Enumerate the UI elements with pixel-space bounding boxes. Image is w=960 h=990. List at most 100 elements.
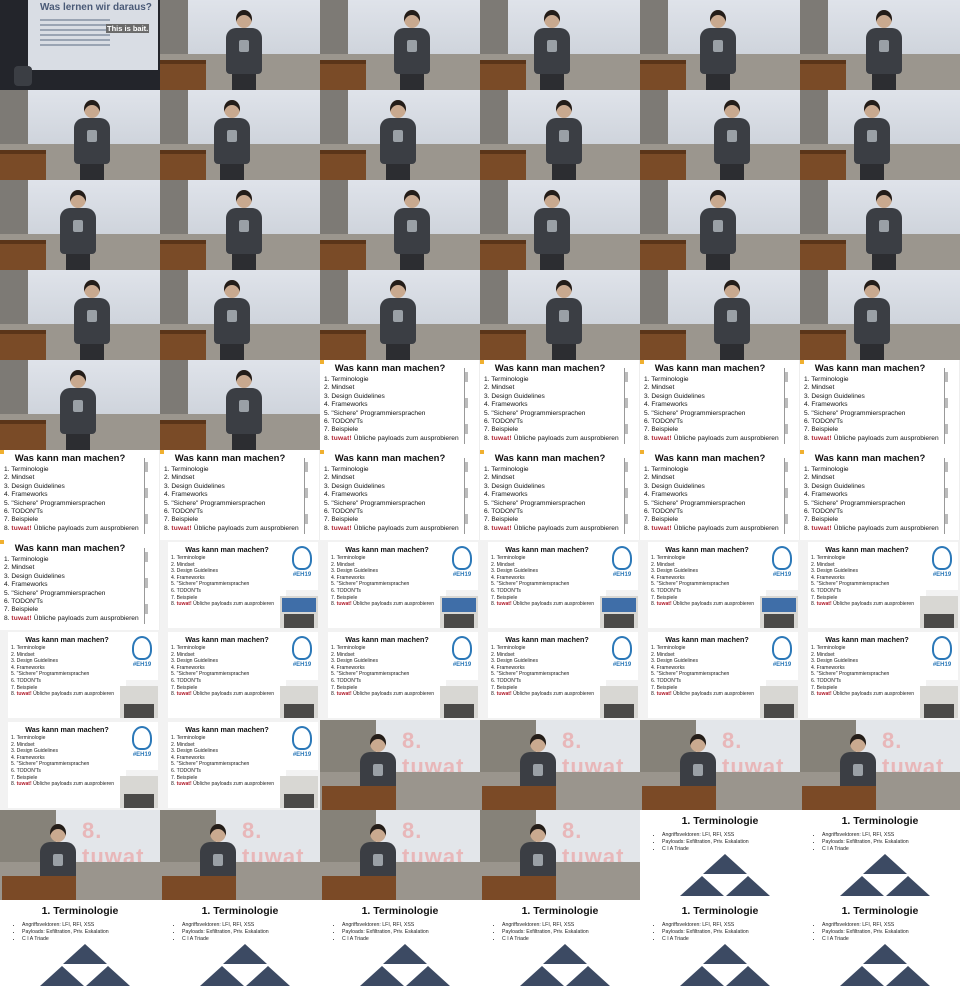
frame-thumbnail-slide: Was kann man machen? 1. Terminologie 2. Mi…: [480, 360, 640, 450]
agenda-last-text: Übliche payloads zum ausprobieren: [511, 691, 595, 698]
sidebar-marker: [145, 604, 148, 614]
speaker-head: [390, 280, 406, 298]
agenda-item: 3. Design Guidelines: [324, 392, 385, 400]
frame-thumbnail-stage: [160, 360, 320, 450]
slide-corner-mark: [640, 450, 644, 454]
agenda-item: 2. Mindset: [491, 561, 515, 568]
speaker-head: [556, 280, 572, 298]
triangle-part: [543, 966, 587, 986]
frame-thumbnail-term: 1. Terminologie Angriffsvektoren: LFI, RF…: [160, 900, 320, 990]
agenda-item: 5. "Sichere" Programmiersprachen: [651, 581, 730, 588]
frame-thumbnail-stage: [0, 360, 160, 450]
tuwat-logo-text: tuwat!: [811, 434, 832, 442]
agenda-item: 6. TODON'Ts: [11, 677, 41, 684]
frame-thumbnail-stream: Was kann man machen? 1. Terminologie 2. Mi…: [320, 630, 480, 720]
agenda-slide-title: Was kann man machen?: [174, 453, 286, 464]
tuwat-logo-text: tuwat!: [811, 524, 832, 532]
agenda-last-text: Übliche payloads zum ausprobieren: [351, 524, 459, 532]
speaker-figure: [224, 10, 264, 90]
terminologie-bullet: Angriffsvektoren: LFI, RFI, XSS: [342, 922, 429, 929]
cia-triangle-diagram: [840, 854, 930, 898]
agenda-last-number: 8.: [484, 434, 492, 442]
agenda-list: 1. Terminologie 2. Mindset 3. Design Guide…: [4, 556, 154, 623]
lectern: [800, 240, 846, 270]
terminologie-bullets: Angriffsvektoren: LFI, RFI, XSSPayloads:…: [14, 922, 109, 943]
agenda-slide-title: Was kann man machen?: [654, 363, 766, 374]
cia-triangle-diagram: [200, 944, 290, 988]
speaker-legs: [540, 254, 564, 270]
agenda-item: 4. Frameworks: [11, 754, 45, 761]
cia-triangle-diagram: [680, 944, 770, 988]
agenda-item: 6. TODON'Ts: [644, 418, 683, 426]
agenda-last-number: 8.: [171, 781, 177, 788]
agenda-last-text: Übliche payloads zum ausprobieren: [831, 524, 939, 532]
speaker-head: [864, 280, 880, 298]
agenda-list: 1. Terminologie 2. Mindset 3. Design Guide…: [804, 376, 954, 443]
agenda-item: 3. Design Guidelines: [11, 658, 59, 665]
sidebar-marker: [625, 514, 628, 524]
agenda-slide-title: Was kann man machen?: [654, 453, 766, 464]
lectern: [0, 330, 46, 360]
frame-thumbnail-logo: 8. tuwat: [640, 720, 800, 810]
lectern: [482, 786, 556, 810]
agenda-item: 2. Mindset: [4, 564, 35, 572]
agenda-item: 1. Terminologie: [171, 735, 206, 741]
slide-progress-sidebar: [144, 458, 153, 534]
tuwat-logo-text: tuwat!: [651, 434, 672, 442]
agenda-item: 3. Design Guidelines: [804, 392, 865, 400]
speaker-head: [544, 190, 560, 208]
tuwat-logo-text: tuwat!: [656, 691, 672, 698]
speaker-shirt: [74, 118, 110, 164]
agenda-item-last: 8. tuwat! Übliche payloads zum ausprobie…: [491, 601, 606, 608]
frame-thumbnail-term: 1. Terminologie Angriffsvektoren: LFI, RF…: [800, 810, 960, 900]
agenda-item: 5. "Sichere" Programmiersprachen: [484, 499, 586, 507]
agenda-slide-title: Was kann man machen?: [825, 635, 909, 644]
eh19-poster: #EH19: [606, 542, 638, 590]
sidebar-marker: [785, 372, 788, 382]
agenda-last-number: 8.: [491, 601, 497, 608]
speaker-head: [690, 734, 706, 752]
lectern: [802, 786, 876, 810]
tuwat-logo-text: tuwat!: [176, 691, 192, 698]
agenda-last-text: Übliche payloads zum ausprobieren: [831, 691, 915, 698]
agenda-item: 2. Mindset: [171, 651, 195, 658]
agenda-item: 2. Mindset: [804, 384, 835, 392]
eh19-poster: #EH19: [286, 632, 318, 680]
agenda-item: 7. Beispiele: [484, 516, 519, 524]
agenda-item: 2. Mindset: [484, 384, 515, 392]
agenda-item: 5. "Sichere" Programmiersprachen: [331, 581, 410, 588]
triangle-part: [863, 854, 907, 874]
agenda-slide-title: Was kann man machen?: [505, 635, 589, 644]
frame-thumbnail-stream: Was kann man machen? 1. Terminologie 2. Mi…: [480, 540, 640, 630]
agenda-item: 5. "Sichere" Programmiersprachen: [11, 761, 90, 768]
terminologie-bullet: C I A Triade: [662, 936, 749, 943]
agenda-list: 1. Terminologie 2. Mindset 3. Design Guide…: [331, 645, 446, 698]
speaker-legs: [386, 164, 410, 180]
frame-thumbnail-logo: 8. tuwat: [480, 720, 640, 810]
agenda-last-number: 8.: [811, 691, 817, 698]
agenda-list: 1. Terminologie 2. Mindset 3. Design Guide…: [651, 645, 766, 698]
terminologie-bullet: C I A Triade: [342, 936, 429, 943]
agenda-item: 1. Terminologie: [811, 645, 846, 651]
agenda-item: 3. Design Guidelines: [804, 482, 865, 490]
speaker-figure: [224, 370, 264, 450]
sidebar-marker: [465, 372, 468, 382]
speaker-shirt: [534, 28, 570, 74]
agenda-last-text: Übliche payloads zum ausprobieren: [671, 601, 755, 608]
frame-thumbnail-stage: [160, 180, 320, 270]
sidebar-marker: [305, 514, 308, 524]
agenda-item: 6. TODON'Ts: [651, 587, 681, 594]
tuwat-logo-text: tuwat!: [171, 524, 192, 532]
speaker-figure: [378, 280, 418, 360]
agenda-item-last: 8. tuwat! Übliche payloads zum ausprobie…: [331, 601, 446, 608]
eh19-tag: #EH19: [932, 662, 952, 668]
speaker-legs: [860, 164, 884, 180]
slide-progress-sidebar: [784, 458, 793, 534]
frame-thumbnail-stream: Was kann man machen? 1. Terminologie 2. Mi…: [160, 720, 320, 810]
stage-wall: [0, 360, 28, 420]
speaker-head: [224, 100, 240, 118]
frame-thumbnail-stage: [0, 270, 160, 360]
speaker-legs: [232, 434, 256, 450]
frame-thumbnail-slide: Was kann man machen? 1. Terminologie 2. Mi…: [640, 450, 800, 540]
speaker-figure: [712, 100, 752, 180]
